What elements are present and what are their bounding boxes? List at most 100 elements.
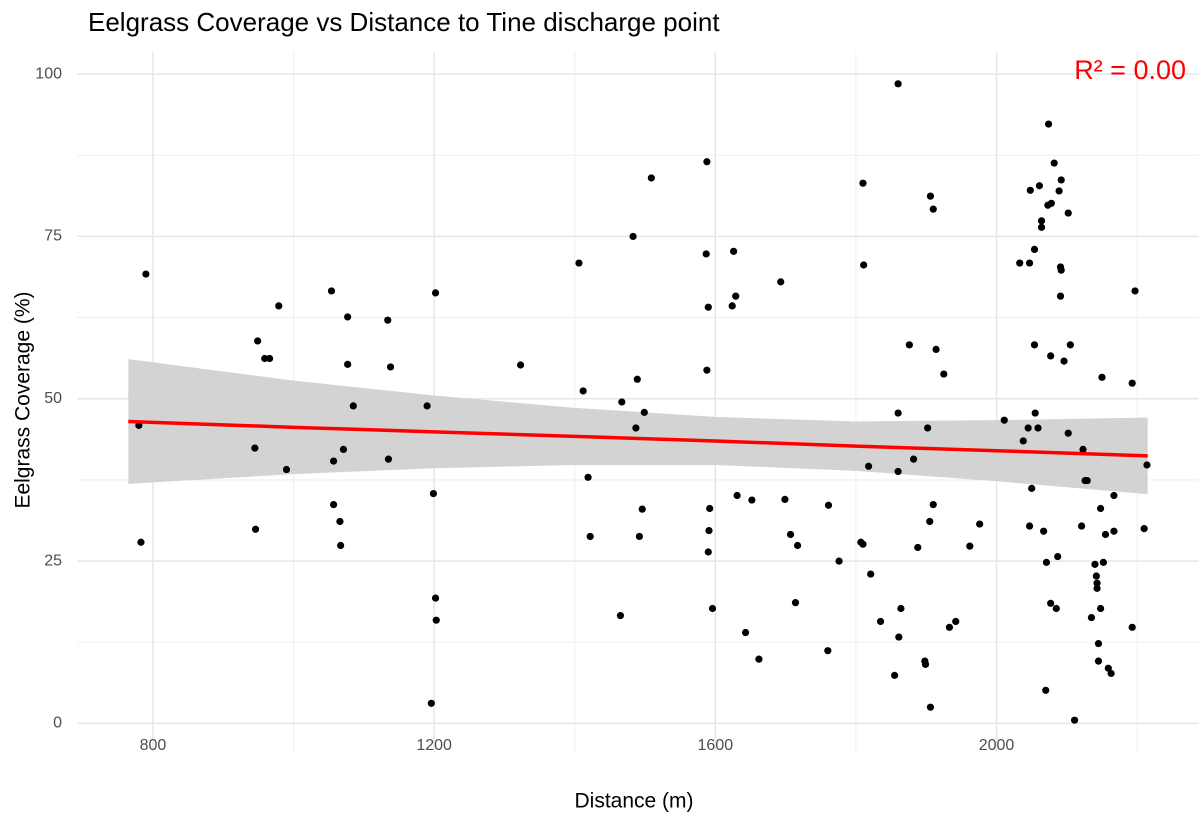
x-tick-label: 1200 bbox=[416, 737, 452, 754]
point bbox=[632, 424, 640, 432]
point bbox=[976, 520, 984, 528]
point bbox=[703, 366, 711, 374]
point bbox=[1028, 484, 1036, 492]
point bbox=[329, 457, 338, 465]
point bbox=[876, 617, 885, 626]
point bbox=[786, 530, 795, 539]
point bbox=[1026, 186, 1034, 194]
point bbox=[1034, 424, 1042, 432]
point bbox=[1064, 429, 1072, 437]
point bbox=[824, 647, 832, 655]
point bbox=[926, 517, 934, 526]
point bbox=[1093, 579, 1101, 587]
point bbox=[890, 671, 899, 679]
point bbox=[1093, 584, 1101, 592]
point bbox=[1060, 357, 1068, 365]
point bbox=[860, 261, 868, 269]
point bbox=[1024, 424, 1032, 432]
annotation: R² = 0.00 bbox=[1074, 55, 1186, 85]
point bbox=[1096, 504, 1105, 513]
point bbox=[384, 316, 392, 324]
point bbox=[640, 408, 648, 416]
point bbox=[945, 623, 954, 631]
point bbox=[824, 501, 833, 509]
x-axis-title: Distance (m) bbox=[574, 790, 693, 813]
point bbox=[633, 375, 641, 383]
point bbox=[336, 517, 344, 526]
point bbox=[349, 402, 357, 410]
point bbox=[952, 617, 960, 626]
point bbox=[344, 360, 352, 368]
point bbox=[1047, 352, 1055, 360]
point bbox=[1096, 604, 1105, 613]
point bbox=[705, 526, 713, 535]
point bbox=[1042, 686, 1050, 694]
point bbox=[638, 505, 646, 513]
point bbox=[1040, 527, 1048, 535]
point bbox=[1066, 341, 1074, 349]
point bbox=[894, 80, 902, 88]
point bbox=[1057, 266, 1065, 274]
point bbox=[1054, 552, 1062, 561]
point bbox=[431, 289, 440, 297]
y-tick-label: 75 bbox=[44, 228, 62, 245]
point bbox=[275, 302, 283, 310]
point bbox=[251, 444, 259, 452]
point bbox=[1056, 292, 1065, 300]
point bbox=[1031, 409, 1039, 417]
point bbox=[966, 542, 974, 550]
point bbox=[1110, 491, 1118, 500]
point bbox=[579, 387, 587, 395]
point bbox=[781, 495, 789, 504]
point bbox=[1079, 445, 1087, 454]
point bbox=[1052, 604, 1060, 613]
point bbox=[793, 541, 802, 550]
point bbox=[929, 205, 937, 213]
point bbox=[864, 462, 873, 470]
point bbox=[909, 455, 918, 463]
point bbox=[635, 532, 644, 541]
point bbox=[1042, 558, 1051, 566]
point bbox=[1037, 217, 1046, 225]
point bbox=[835, 557, 843, 565]
point bbox=[337, 541, 345, 550]
point bbox=[427, 699, 435, 707]
point bbox=[895, 633, 903, 641]
point bbox=[142, 270, 150, 278]
point bbox=[1050, 159, 1058, 167]
point bbox=[859, 179, 867, 187]
point bbox=[704, 303, 712, 311]
point bbox=[1140, 525, 1148, 533]
point bbox=[1128, 379, 1136, 387]
point bbox=[730, 247, 738, 255]
point bbox=[516, 361, 525, 369]
point bbox=[137, 538, 145, 546]
point bbox=[261, 354, 269, 363]
point bbox=[1037, 223, 1046, 231]
point bbox=[733, 491, 741, 500]
point bbox=[894, 467, 902, 476]
point bbox=[1070, 716, 1079, 724]
point bbox=[1110, 527, 1118, 535]
y-axis-title: Eelgrass Coverage (%) bbox=[12, 291, 35, 508]
point bbox=[704, 548, 712, 556]
point bbox=[423, 402, 431, 410]
point bbox=[929, 500, 937, 509]
point bbox=[575, 259, 583, 267]
point bbox=[329, 500, 338, 509]
point bbox=[777, 278, 785, 286]
point bbox=[905, 341, 913, 349]
point bbox=[859, 540, 867, 548]
point bbox=[1035, 182, 1044, 190]
point bbox=[1025, 259, 1034, 267]
point bbox=[266, 354, 274, 363]
point bbox=[732, 292, 740, 300]
point bbox=[339, 445, 348, 454]
point bbox=[702, 250, 710, 258]
point bbox=[386, 363, 395, 371]
point bbox=[1143, 461, 1151, 469]
point bbox=[741, 628, 750, 637]
point bbox=[1030, 341, 1039, 349]
